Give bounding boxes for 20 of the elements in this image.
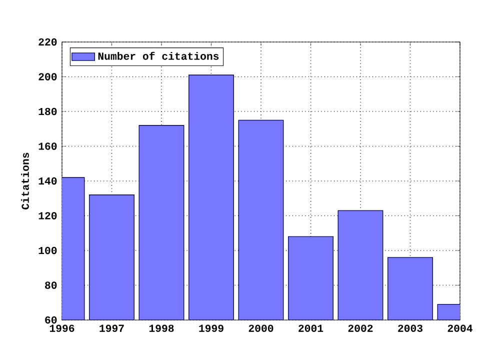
y-tick-label: 120 <box>38 212 57 220</box>
y-tick-label: 80 <box>45 282 57 289</box>
y-tick-label: 60 <box>45 316 57 324</box>
y-tick-label: 140 <box>38 177 57 185</box>
x-tick-label: 1998 <box>149 324 174 332</box>
y-tick-label: 220 <box>38 38 57 46</box>
legend-label: Number of citations <box>98 52 219 60</box>
x-tick-label: 1999 <box>199 324 224 332</box>
x-tick-label: 2000 <box>248 324 274 332</box>
y-tick-label: 100 <box>38 246 57 254</box>
x-tick-label: 2002 <box>348 324 373 332</box>
y-axis-title: Citations <box>21 152 29 210</box>
x-tick-label: 2004 <box>448 324 472 332</box>
x-tick-label: 2003 <box>398 324 422 332</box>
x-tick-label: 2001 <box>298 324 324 332</box>
y-tick-label: 200 <box>38 73 57 80</box>
x-tick-label: 1997 <box>100 324 124 332</box>
y-tick-label: 160 <box>38 142 57 150</box>
x-tick-label: 1996 <box>50 324 74 332</box>
y-tick-label: 180 <box>38 108 57 116</box>
